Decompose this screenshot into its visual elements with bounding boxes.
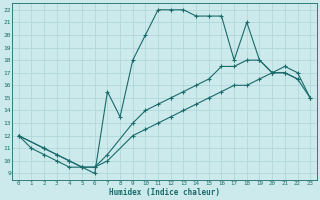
X-axis label: Humidex (Indice chaleur): Humidex (Indice chaleur) — [109, 188, 220, 197]
